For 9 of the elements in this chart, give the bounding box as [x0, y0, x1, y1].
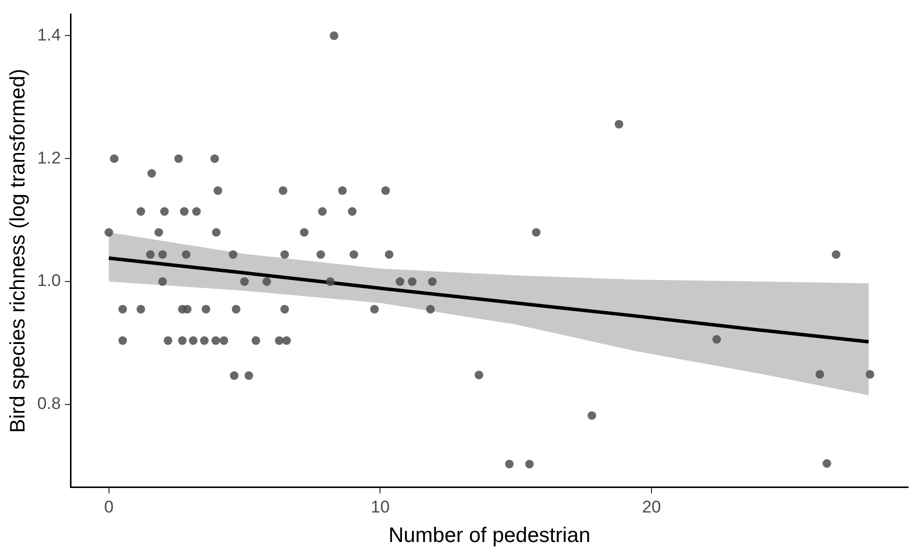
- y-axis-title: Bird species richness (log transformed): [6, 68, 30, 433]
- y-tick-label: 1.4: [37, 25, 61, 44]
- x-tick-label: 20: [642, 497, 662, 516]
- y-tick-label: 1.2: [37, 148, 61, 168]
- y-tick-label: 0.8: [37, 394, 61, 414]
- x-axis-title: Number of pedestrian: [388, 524, 590, 548]
- y-tick-label: 1.0: [37, 271, 61, 290]
- x-tick-label: 10: [370, 497, 390, 516]
- x-tick-label: 0: [104, 497, 114, 516]
